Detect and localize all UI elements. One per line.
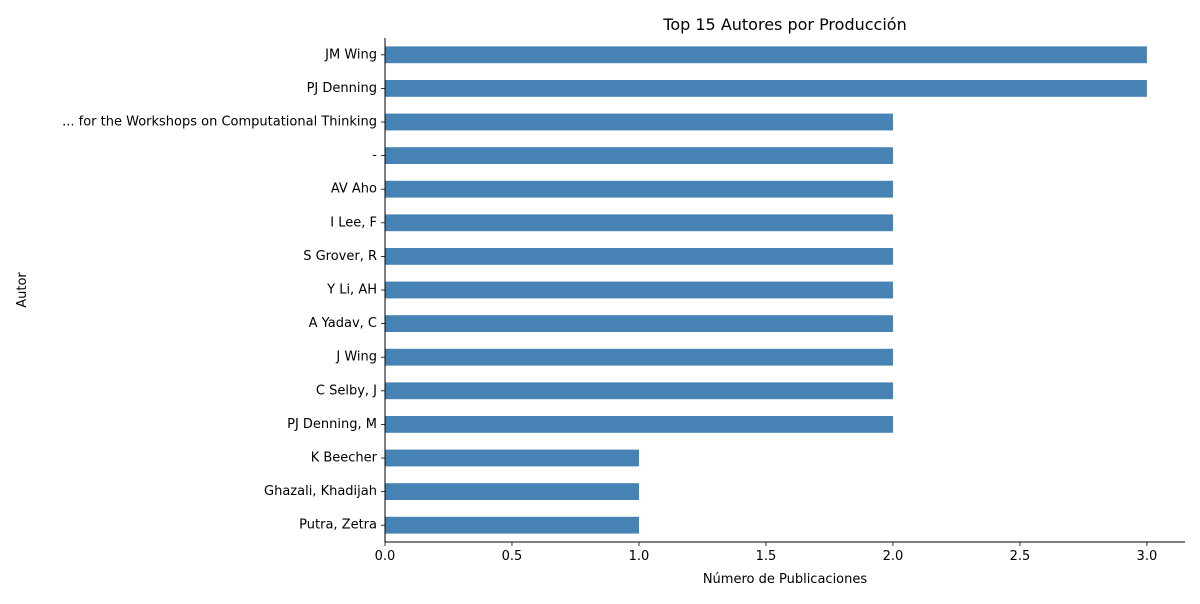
y-tick-label: C Selby, J — [316, 383, 377, 398]
x-tick-label: 0.0 — [375, 549, 396, 564]
bar — [385, 382, 893, 400]
bar — [385, 483, 639, 500]
x-tick-label: 1.0 — [629, 549, 650, 564]
bar — [385, 281, 893, 299]
y-tick-label: S Grover, R — [303, 249, 377, 264]
y-tick-label: I Lee, F — [330, 215, 377, 230]
x-ticks-group: 0.0 0.5 1.0 1.5 2.0 2.5 3.0 — [375, 542, 1158, 564]
y-tick-label: J Wing — [335, 350, 377, 365]
y-tick-label: Ghazali, Khadijah — [264, 484, 377, 499]
x-tick-label: 0.5 — [502, 549, 523, 564]
bar — [385, 180, 893, 198]
x-tick-label: 2.0 — [883, 549, 904, 564]
y-tick-label: Putra, Zetra — [299, 518, 377, 533]
bar — [385, 416, 893, 433]
y-tick-label: - — [372, 148, 377, 163]
bars-group — [385, 46, 1147, 534]
bar — [385, 147, 893, 164]
y-tick-label: AV Aho — [331, 182, 377, 197]
y-tick-label: ... for the Workshops on Computational T… — [62, 115, 377, 130]
bar — [385, 449, 639, 467]
y-ticks-group: JM Wing PJ Denning ... for the Workshops o… — [62, 47, 385, 533]
y-tick-label: Y Li, AH — [326, 283, 377, 298]
x-tick-label: 1.5 — [756, 549, 777, 564]
bar — [385, 80, 1147, 97]
x-tick-label: 2.5 — [1010, 549, 1031, 564]
bar — [385, 248, 893, 265]
y-tick-label: PJ Denning, M — [287, 417, 377, 432]
bar — [385, 348, 893, 366]
bar — [385, 315, 893, 332]
y-tick-label: A Yadav, C — [309, 316, 377, 331]
chart-title: Top 15 Autores por Producción — [662, 15, 906, 34]
bar — [385, 46, 1147, 64]
bar — [385, 516, 639, 534]
y-tick-label: PJ Denning — [307, 81, 377, 96]
x-axis-label: Número de Publicaciones — [703, 572, 868, 587]
y-tick-label: JM Wing — [324, 47, 377, 62]
bar — [385, 113, 893, 131]
x-tick-label: 3.0 — [1137, 549, 1158, 564]
bar — [385, 214, 893, 232]
y-axis-label: Autor — [15, 272, 30, 308]
y-tick-label: K Beecher — [311, 451, 378, 466]
